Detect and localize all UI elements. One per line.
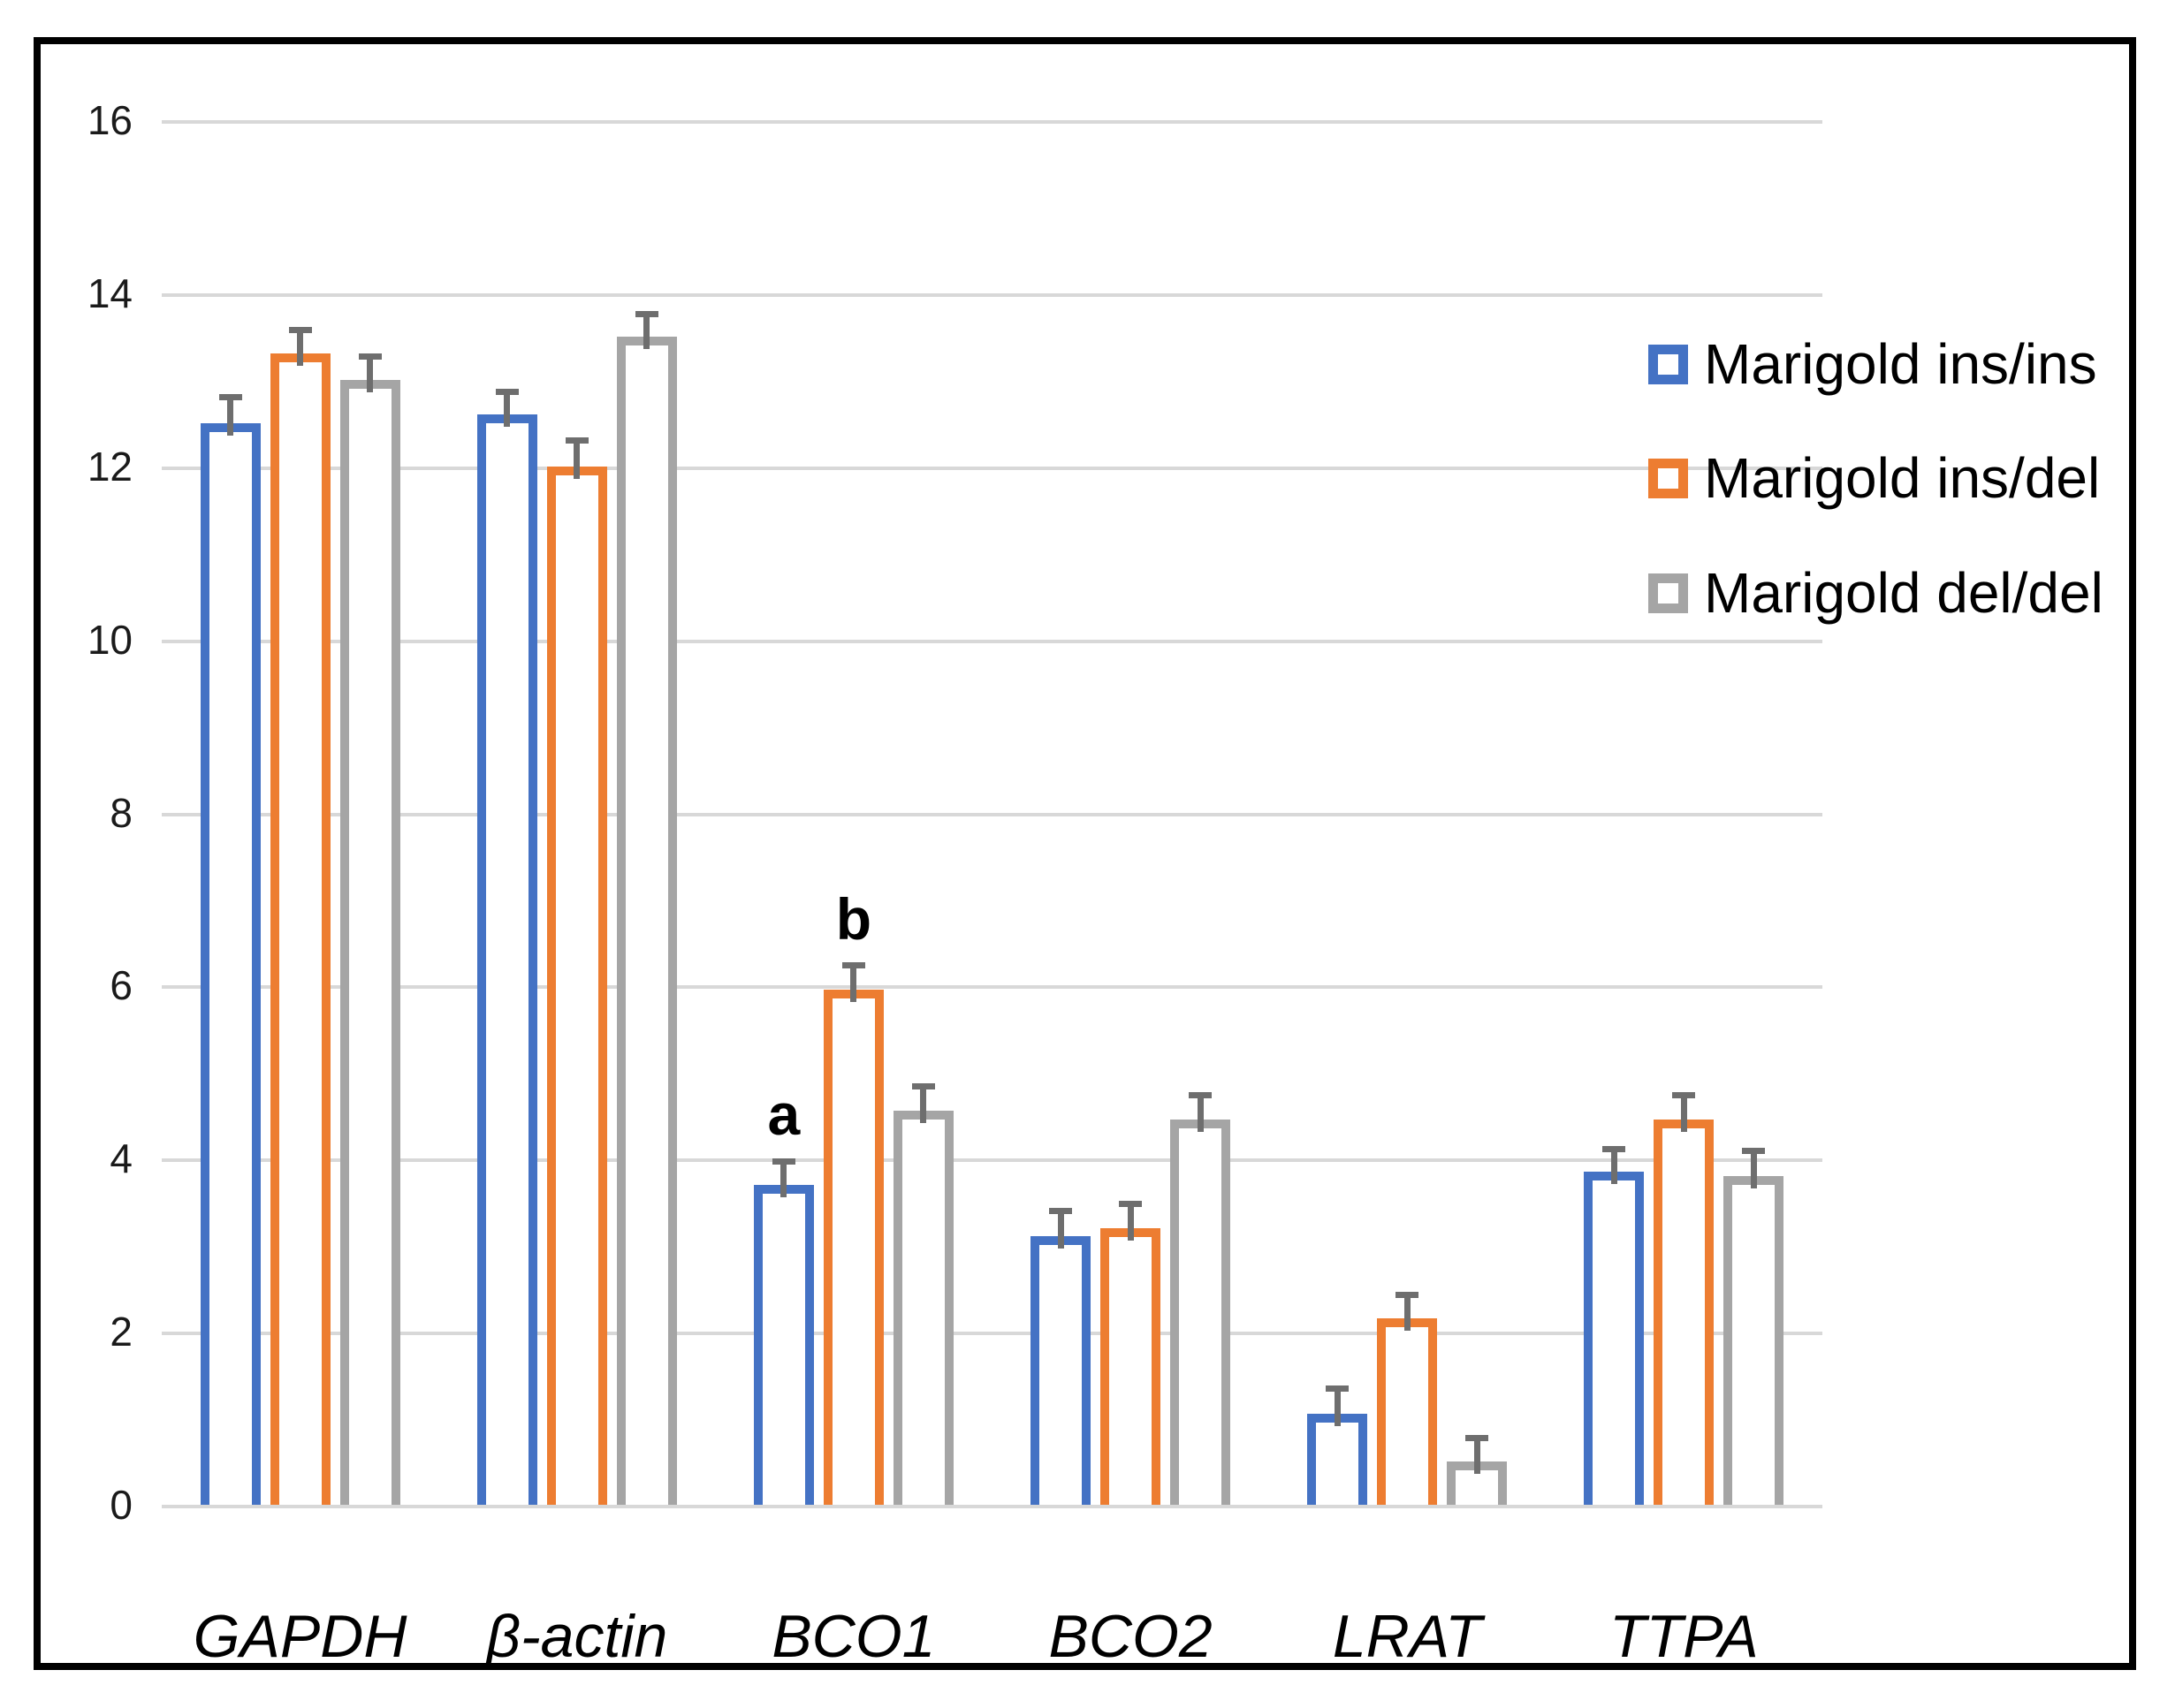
gridline-y-2	[162, 1332, 1822, 1336]
bar-bco1-marigold-del-del	[893, 1111, 954, 1505]
bar-gapdh-marigold-ins-ins	[200, 422, 261, 1505]
bar-bco1-marigold-ins-ins	[753, 1184, 814, 1505]
gridline-y-0	[162, 1505, 1822, 1508]
x-axis-label-gapdh: GAPDH	[193, 1603, 407, 1670]
y-tick-label-6: 6	[110, 962, 133, 1009]
gridline-y-16	[162, 120, 1822, 124]
error-bar-cap-actin-marigold-del-del	[635, 310, 658, 317]
bar-lrat-marigold-ins-ins	[1307, 1414, 1368, 1505]
gridline-y-4	[162, 1158, 1822, 1163]
legend-label: Marigold ins/ins	[1704, 332, 2097, 396]
error-bar-cap-ttpa-marigold-ins-del	[1672, 1092, 1696, 1099]
error-bar-stem-ttpa-marigold-ins-del	[1680, 1095, 1687, 1133]
error-bar-cap-bco2-marigold-ins-del	[1119, 1200, 1143, 1207]
gridline-y-12	[162, 466, 1822, 470]
error-bar-cap-lrat-marigold-del-del	[1465, 1435, 1489, 1442]
x-axis-label-actin: β-actin	[486, 1603, 668, 1670]
error-bar-cap-gapdh-marigold-ins-ins	[218, 393, 242, 400]
error-bar-cap-bco2-marigold-ins-ins	[1049, 1208, 1073, 1215]
bar-lrat-marigold-ins-del	[1377, 1318, 1438, 1505]
legend-label: Marigold del/del	[1704, 561, 2103, 625]
error-bar-stem-bco1-marigold-ins-ins	[780, 1161, 787, 1197]
error-bar-stem-lrat-marigold-ins-ins	[1334, 1388, 1341, 1427]
error-bar-cap-ttpa-marigold-ins-ins	[1602, 1145, 1626, 1152]
error-bar-stem-gapdh-marigold-ins-ins	[227, 397, 234, 436]
error-bar-stem-bco2-marigold-ins-del	[1127, 1203, 1134, 1241]
bar-gapdh-marigold-ins-del	[270, 353, 331, 1505]
gridline-y-8	[162, 812, 1822, 816]
bar-bco1-marigold-ins-del	[823, 990, 884, 1505]
bar-gapdh-marigold-del-del	[339, 379, 400, 1505]
error-bar-stem-bco1-marigold-del-del	[920, 1086, 927, 1124]
gridline-y-14	[162, 292, 1822, 297]
error-bar-cap-gapdh-marigold-ins-del	[288, 326, 312, 333]
error-bar-cap-actin-marigold-ins-ins	[495, 389, 519, 396]
error-bar-cap-bco1-marigold-ins-del	[841, 962, 865, 969]
bar-bco2-marigold-del-del	[1170, 1120, 1231, 1505]
bar-ttpa-marigold-ins-ins	[1584, 1171, 1645, 1505]
error-bar-cap-lrat-marigold-ins-del	[1395, 1292, 1419, 1299]
y-tick-label-4: 4	[110, 1135, 133, 1182]
error-bar-stem-gapdh-marigold-del-del	[367, 356, 374, 392]
significance-annotation-b: b	[835, 885, 872, 952]
y-tick-label-16: 16	[87, 97, 133, 143]
error-bar-stem-ttpa-marigold-del-del	[1750, 1150, 1757, 1188]
x-axis-label-bco2: BCO2	[1048, 1603, 1213, 1670]
error-bar-stem-lrat-marigold-ins-del	[1403, 1294, 1411, 1332]
bar-bco2-marigold-ins-del	[1100, 1227, 1161, 1505]
error-bar-stem-bco2-marigold-del-del	[1197, 1095, 1204, 1133]
legend-swatch-icon	[1648, 458, 1688, 498]
error-bar-stem-lrat-marigold-del-del	[1473, 1438, 1480, 1475]
error-bar-cap-lrat-marigold-ins-ins	[1326, 1385, 1350, 1393]
error-bar-stem-gapdh-marigold-ins-del	[297, 330, 304, 367]
x-axis-label-ttpa: TTPA	[1609, 1603, 1759, 1670]
y-tick-label-2: 2	[110, 1309, 133, 1355]
bar-actin-marigold-del-del	[616, 336, 677, 1505]
y-tick-label-0: 0	[110, 1482, 133, 1528]
x-axis-label-bco1: BCO1	[772, 1603, 936, 1670]
error-bar-cap-ttpa-marigold-del-del	[1742, 1147, 1766, 1154]
error-bar-stem-ttpa-marigold-ins-ins	[1610, 1149, 1617, 1184]
bar-ttpa-marigold-ins-del	[1654, 1120, 1715, 1505]
error-bar-stem-bco2-marigold-ins-ins	[1057, 1211, 1064, 1249]
error-bar-cap-bco2-marigold-del-del	[1189, 1092, 1213, 1099]
legend-label: Marigold ins/del	[1704, 446, 2101, 510]
error-bar-stem-actin-marigold-ins-ins	[504, 391, 511, 427]
x-axis-label-lrat: LRAT	[1332, 1603, 1482, 1670]
legend-swatch-icon	[1648, 344, 1688, 384]
y-tick-label-14: 14	[87, 269, 133, 316]
bar-bco2-marigold-ins-ins	[1030, 1236, 1091, 1505]
y-tick-label-10: 10	[87, 616, 133, 663]
y-tick-label-8: 8	[110, 789, 133, 836]
error-bar-cap-actin-marigold-ins-del	[565, 436, 589, 444]
y-tick-label-12: 12	[87, 443, 133, 490]
legend-swatch-icon	[1648, 573, 1688, 613]
error-bar-cap-gapdh-marigold-del-del	[358, 353, 382, 360]
error-bar-stem-actin-marigold-ins-del	[574, 440, 581, 479]
bar-actin-marigold-ins-del	[546, 466, 607, 1505]
error-bar-stem-bco1-marigold-ins-del	[850, 965, 857, 1003]
bar-actin-marigold-ins-ins	[476, 414, 537, 1505]
gridline-y-6	[162, 985, 1822, 990]
gridline-y-10	[162, 639, 1822, 643]
bar-ttpa-marigold-del-del	[1723, 1175, 1784, 1505]
significance-annotation-a: a	[767, 1082, 801, 1148]
error-bar-cap-bco1-marigold-del-del	[911, 1083, 935, 1090]
error-bar-stem-actin-marigold-del-del	[643, 314, 650, 349]
error-bar-cap-bco1-marigold-ins-ins	[772, 1158, 795, 1165]
